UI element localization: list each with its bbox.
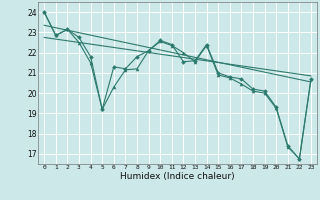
- X-axis label: Humidex (Indice chaleur): Humidex (Indice chaleur): [120, 172, 235, 181]
